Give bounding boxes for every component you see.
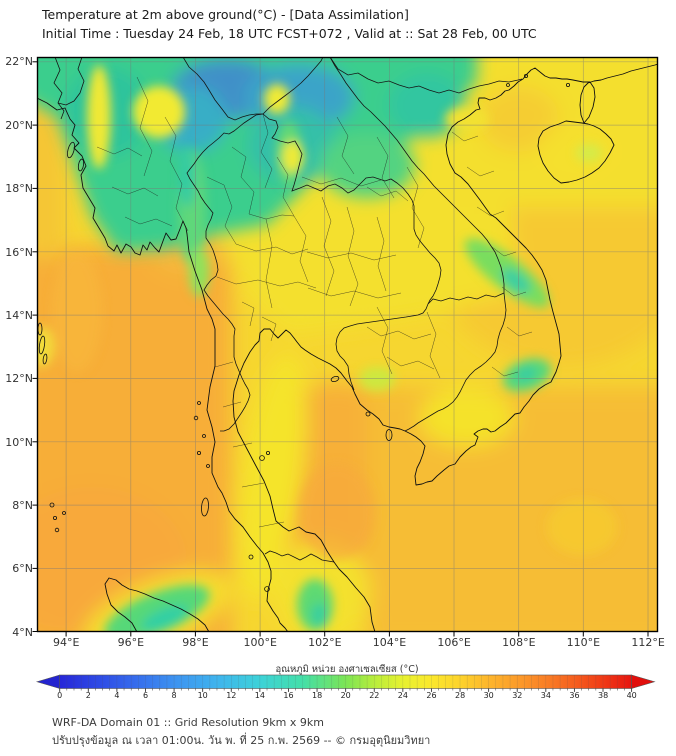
colorbar-tick-label: 38	[598, 691, 609, 700]
map-canvas	[32, 56, 659, 637]
lat-tick-label: 14°N	[5, 308, 33, 322]
map-plot-area	[32, 56, 659, 637]
colorbar-canvas	[35, 674, 656, 692]
axis-ticks	[32, 61, 649, 637]
colorbar-tick-label: 40	[626, 691, 637, 700]
colorbar-tick-label: 10	[197, 691, 208, 700]
colorbar-tick-label: 20	[340, 691, 351, 700]
colorbar-tick-label: 14	[254, 691, 265, 700]
colorbar-tick-label: 2	[85, 691, 91, 700]
map-border-frame	[36, 56, 659, 633]
lon-tick-label: 98°E	[182, 636, 209, 649]
lon-tick-label: 110°E	[566, 636, 601, 649]
lon-tick-label: 104°E	[372, 636, 407, 649]
lon-tick-label: 100°E	[243, 636, 277, 649]
page-title: Temperature at 2m above ground(°C) - [Da…	[42, 7, 409, 22]
colorbar-tick-label: 0	[57, 691, 63, 700]
lon-tick-label: 102°E	[308, 636, 342, 649]
colorbar-tick-label: 36	[569, 691, 580, 700]
colorbar-tick-label: 32	[512, 691, 523, 700]
colorbar-tick-label: 6	[142, 691, 149, 700]
country-borders	[53, 57, 523, 563]
colorbar-tick-label: 12	[226, 691, 237, 700]
colorbar-title: อุณหภูมิ หน่วย องศาเซลเซียส (°C)	[275, 664, 419, 675]
lon-tick-label: 96°E	[117, 636, 145, 649]
lat-tick-label: 20°N	[5, 118, 33, 132]
colorbar-tick-label: 22	[369, 691, 380, 700]
lat-tick-label: 4°N	[12, 625, 33, 639]
colorbar-tick-label: 24	[397, 691, 408, 700]
lat-tick-label: 12°N	[5, 372, 33, 386]
lon-tick-label: 112°E	[631, 636, 665, 649]
lat-tick-label: 16°N	[5, 245, 33, 259]
colorbar-tick-label: 16	[283, 691, 294, 700]
colorbar-tick-label: 34	[540, 691, 551, 700]
colorbar-tick-label: 4	[114, 691, 120, 700]
lon-tick-label: 108°E	[502, 636, 536, 649]
colorbar-tick-label: 28	[455, 691, 466, 700]
grid-lines	[37, 57, 658, 632]
colorbar-right-arrow	[631, 674, 656, 689]
coastlines	[37, 63, 658, 632]
temperature-field	[37, 57, 658, 632]
lon-tick-label: 106°E	[437, 636, 471, 649]
colorbar-tick-label: 26	[426, 691, 437, 700]
islands	[37, 73, 571, 592]
footer-model-info: WRF-DA Domain 01 :: Grid Resolution 9km …	[52, 716, 324, 729]
lat-tick-label: 18°N	[5, 182, 33, 196]
colorbar-tick-label: 18	[312, 691, 323, 700]
colorbar-ticks	[59, 675, 633, 692]
lat-tick-label: 10°N	[5, 435, 33, 449]
footer-update-info: ปรับปรุงข้อมูล ณ เวลา 01:00น. วัน พ. ที่…	[52, 734, 431, 747]
lat-tick-label: 6°N	[12, 562, 33, 576]
lat-tick-label: 8°N	[12, 498, 33, 512]
lon-tick-label: 94°E	[52, 636, 80, 649]
colorbar-tick-label: 30	[483, 691, 494, 700]
lat-tick-label: 22°N	[5, 55, 33, 69]
colorbar	[35, 674, 657, 696]
colorbar-left-arrow	[35, 674, 61, 689]
province-borders	[96, 76, 533, 528]
colorbar-tick-label: 8	[171, 691, 177, 700]
page-subtitle: Initial Time : Tuesday 24 Feb, 18 UTC FC…	[42, 26, 537, 41]
